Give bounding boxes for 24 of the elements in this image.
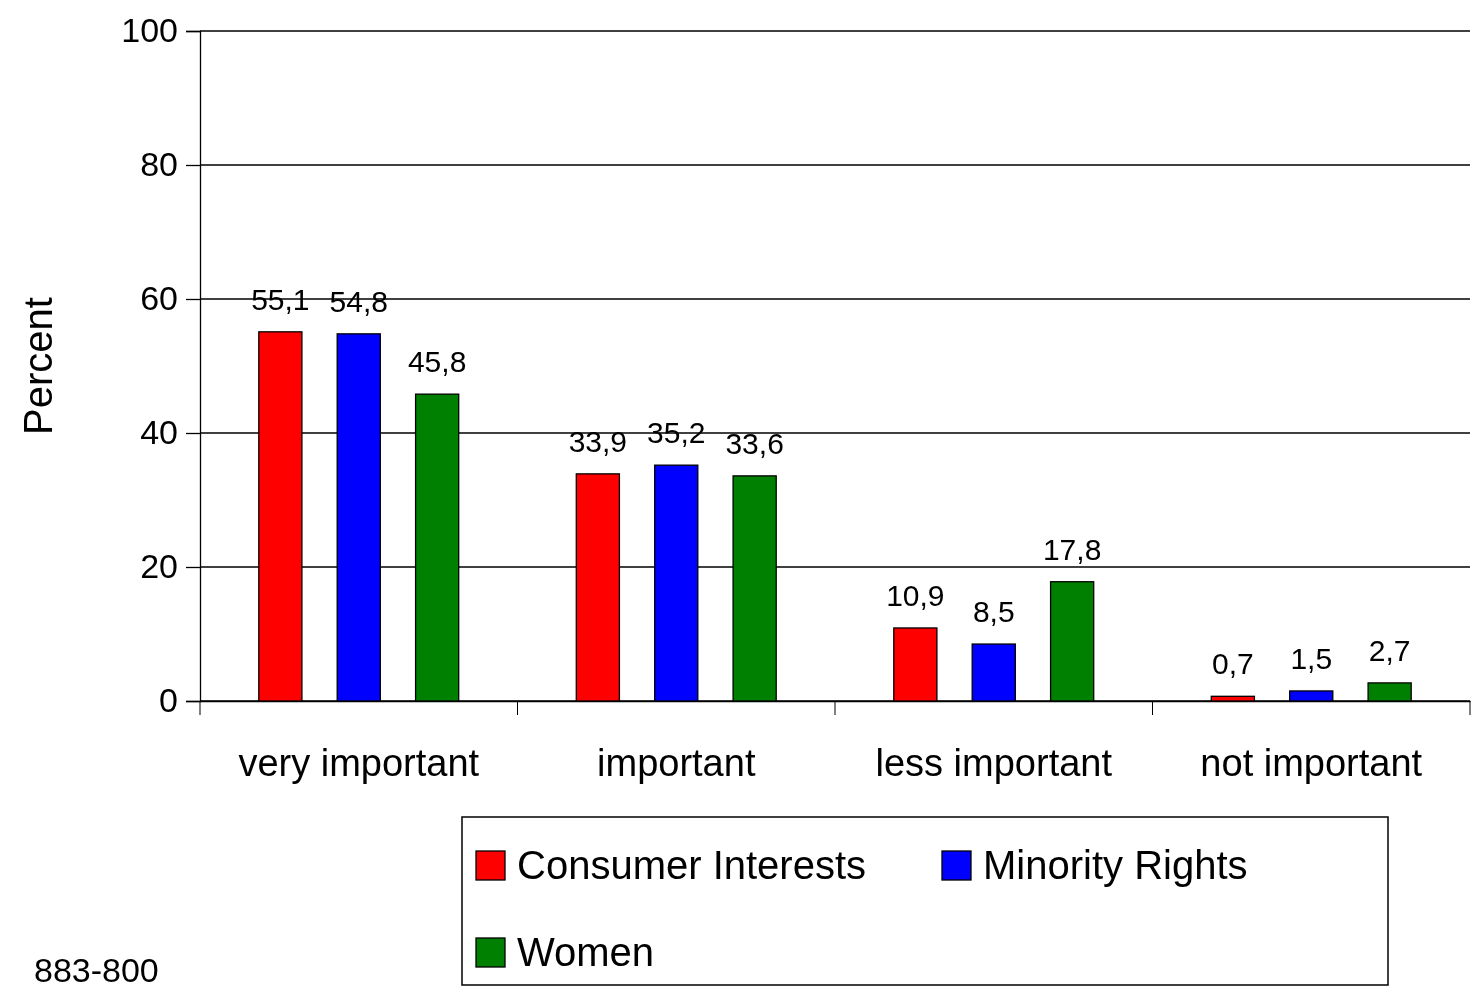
x-tick-label: less important: [875, 741, 1113, 784]
y-tick-label: 60: [140, 279, 178, 318]
data-label: 10,9: [886, 578, 945, 612]
data-label: 8,5: [972, 595, 1015, 629]
data-label: 33,6: [725, 426, 784, 460]
data-label: 1,5: [1290, 641, 1333, 675]
data-label: 17,8: [1042, 532, 1102, 566]
x-tick-label: not important: [1200, 741, 1423, 784]
y-tick-label: 80: [140, 145, 178, 184]
legend-label: Minority Rights: [983, 843, 1248, 887]
x-tick-label: important: [597, 741, 756, 784]
data-label: 45,8: [407, 345, 467, 379]
y-tick-label: 100: [121, 11, 178, 50]
data-label: 33,9: [568, 424, 628, 458]
data-label: 2,7: [1368, 633, 1411, 667]
legend-label: Consumer Interests: [517, 843, 867, 887]
legend-label: Women: [517, 930, 655, 974]
y-tick-label: 20: [140, 547, 178, 586]
x-tick-label: very important: [238, 741, 480, 784]
y-tick-label: 40: [140, 413, 178, 452]
data-label: 0,7: [1212, 647, 1254, 681]
y-axis-title: Percent: [16, 297, 60, 435]
y-tick-label: 0: [159, 681, 178, 720]
text: 883-800: [34, 951, 159, 989]
